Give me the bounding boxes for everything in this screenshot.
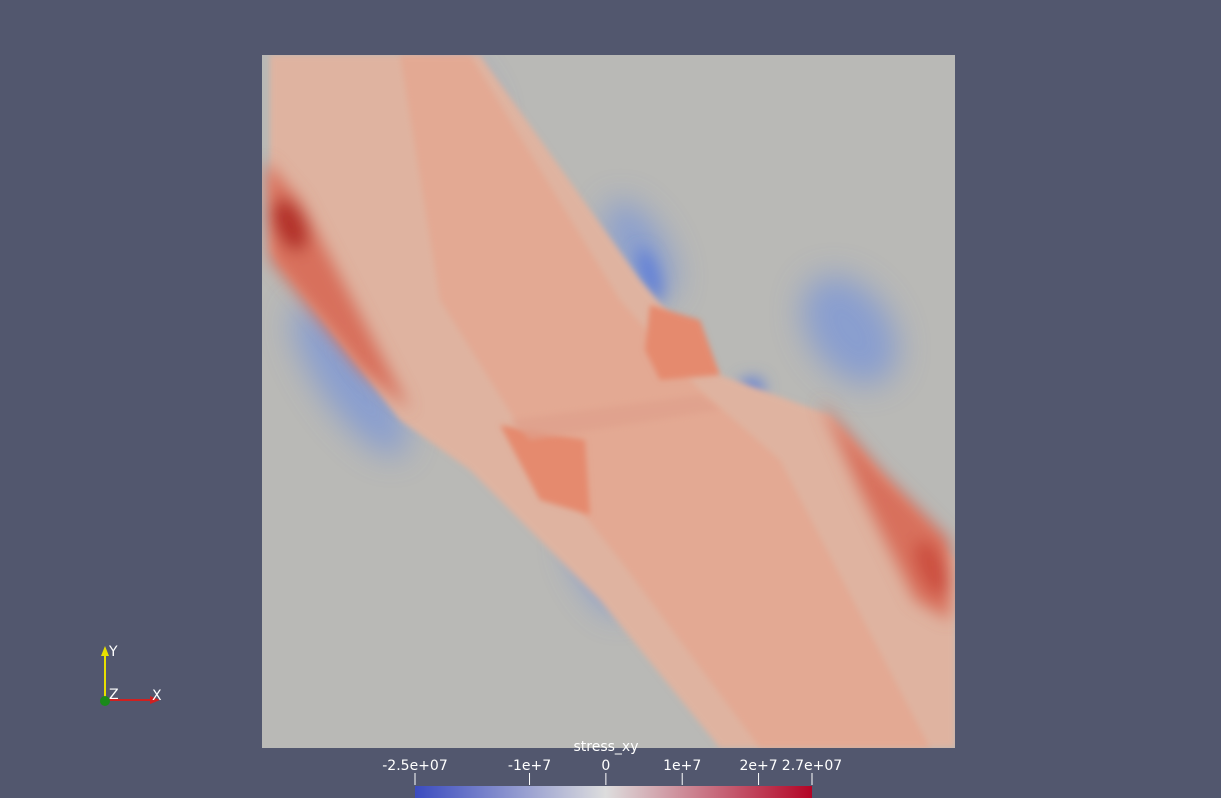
stress-field bbox=[262, 55, 955, 748]
axis-label-z: Z bbox=[109, 687, 119, 703]
tick-label: 0 bbox=[601, 758, 610, 774]
orientation-axes: Y Z X bbox=[100, 644, 162, 706]
colorbar-title: stress_xy bbox=[573, 739, 638, 755]
tick-label: 1e+7 bbox=[663, 758, 701, 774]
colorbar-ticks: -2.5e+07 -1e+7 0 1e+7 2e+7 2.7e+07 bbox=[382, 758, 842, 785]
tick-label: 2e+7 bbox=[739, 758, 777, 774]
axis-label-y: Y bbox=[108, 644, 118, 660]
tick-label: -1e+7 bbox=[508, 758, 551, 774]
tick-label: -2.5e+07 bbox=[382, 758, 447, 774]
tick-label: 2.7e+07 bbox=[782, 758, 842, 774]
axis-label-x: X bbox=[152, 688, 162, 704]
colorbar bbox=[415, 786, 812, 798]
